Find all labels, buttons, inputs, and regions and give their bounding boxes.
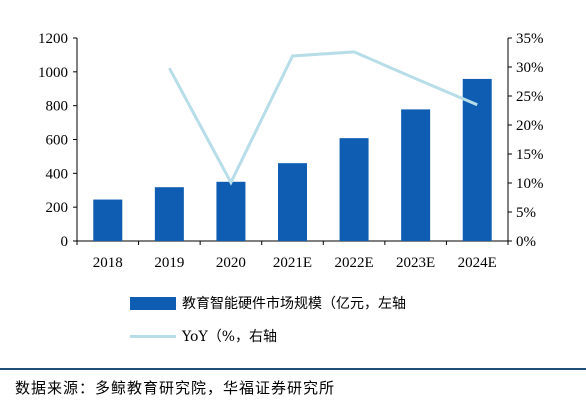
x-tick-label: 2021E [273, 255, 312, 271]
bar [216, 181, 246, 241]
bar [339, 138, 369, 241]
bar [278, 163, 307, 241]
left-tick-label: 600 [46, 133, 69, 149]
left-tick-label: 800 [46, 99, 69, 115]
chart: 0 200 400 600 800 1000 1200 0% 5% 10% 15% 20% 25% 30%… [38, 31, 544, 271]
line-series [168, 50, 478, 186]
legend-item-bar: 教育智能硬件市场规模（亿元，左轴 [130, 293, 406, 313]
legend-bar-label: 教育智能硬件市场规模（亿元，左轴 [182, 296, 406, 312]
x-tick-label: 2020 [216, 255, 246, 271]
left-tick-label: 1000 [38, 65, 68, 81]
bar-series [93, 78, 492, 242]
x-tick-label: 2023E [396, 255, 435, 271]
divider-rule [0, 368, 586, 370]
x-tick-label: 2018 [93, 255, 123, 271]
bar [154, 187, 184, 241]
legend-item-line: YoY（%，右轴 [130, 326, 277, 346]
source-note: 数据来源：多鲸教育研究院，华福证券研究所 [15, 379, 336, 397]
left-tick-label: 200 [46, 200, 69, 216]
right-tick-label: 10% [516, 176, 544, 192]
right-tick-label: 0% [516, 234, 536, 250]
right-tick-label: 25% [516, 89, 544, 105]
right-tick-label: 5% [516, 205, 536, 221]
left-tick-label: 0 [61, 234, 69, 250]
yoy-line [168, 50, 478, 186]
x-tick-label: 2019 [154, 255, 184, 271]
right-tick-label: 30% [516, 60, 544, 76]
legend-line-swatch [130, 334, 176, 338]
tick-labels: 0 200 400 600 800 1000 1200 0% 5% 10% 15% 20% 25% 30%… [38, 31, 544, 271]
legend-line-label: YoY（%，右轴 [182, 329, 277, 345]
right-tick-label: 20% [516, 118, 544, 134]
bar [93, 199, 123, 241]
x-tick-label: 2024E [458, 255, 497, 271]
left-tick-label: 1200 [38, 31, 68, 47]
right-tick-label: 35% [516, 31, 544, 47]
bar [462, 78, 492, 242]
bar [401, 109, 431, 241]
right-tick-label: 15% [516, 147, 544, 163]
legend-bar-swatch [130, 296, 176, 310]
x-tick-label: 2022E [334, 255, 373, 271]
left-tick-label: 400 [46, 166, 69, 182]
